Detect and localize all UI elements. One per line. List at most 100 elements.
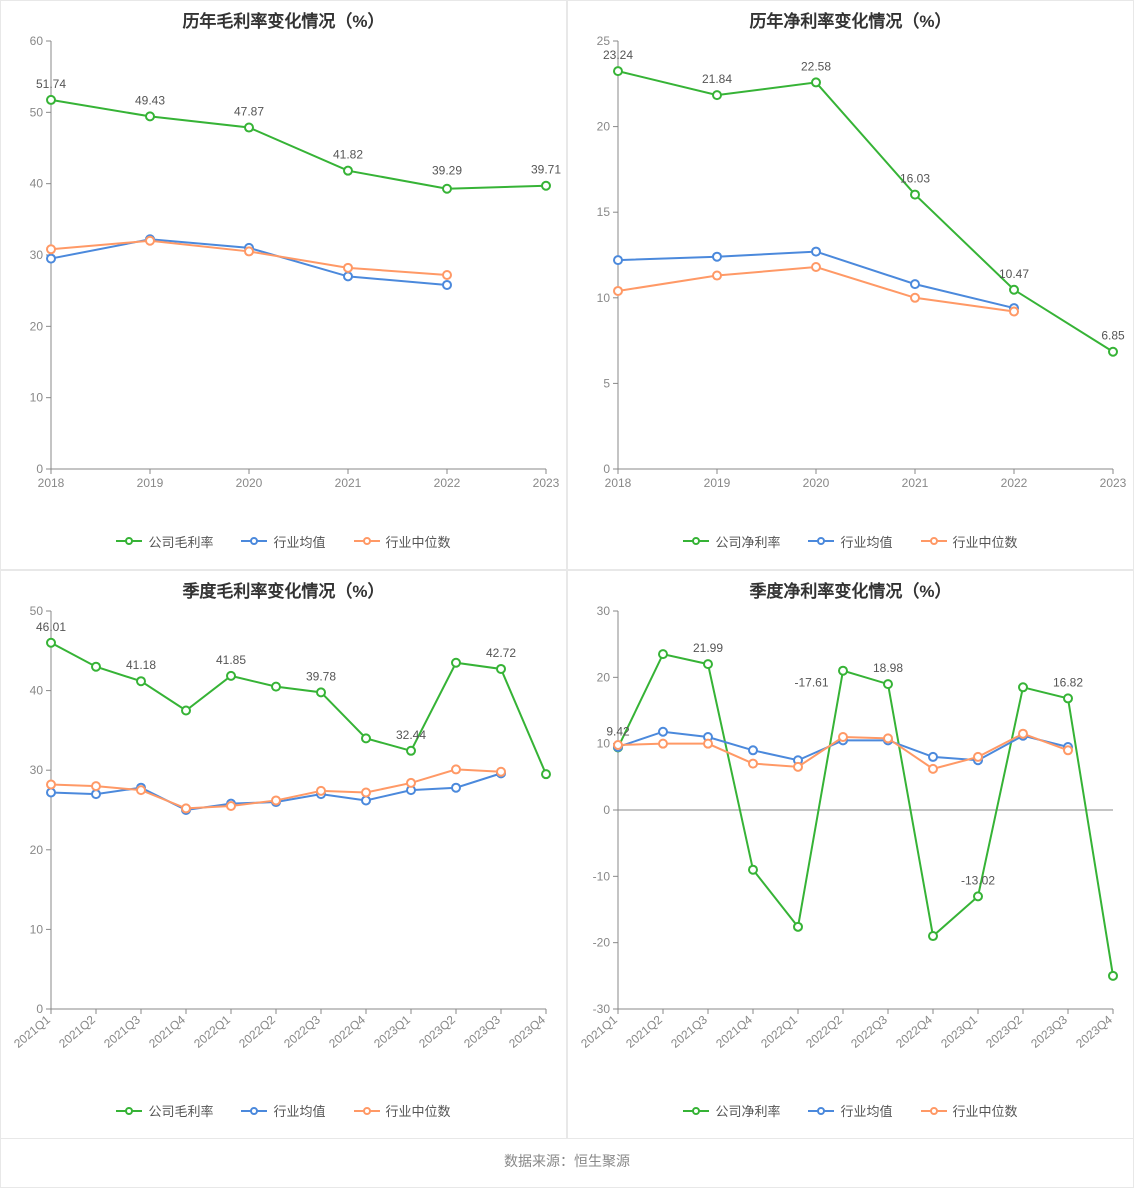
data-point[interactable]	[92, 782, 100, 790]
data-point[interactable]	[911, 280, 919, 288]
data-point[interactable]	[542, 182, 550, 190]
data-point[interactable]	[911, 294, 919, 302]
legend-item[interactable]: 行业均值	[241, 1101, 325, 1120]
data-point[interactable]	[614, 256, 622, 264]
data-point[interactable]	[812, 263, 820, 271]
value-label: 10.47	[999, 267, 1029, 281]
data-point[interactable]	[659, 739, 667, 747]
data-point[interactable]	[452, 783, 460, 791]
data-point[interactable]	[47, 245, 55, 253]
data-point[interactable]	[47, 780, 55, 788]
data-point[interactable]	[452, 765, 460, 773]
data-point[interactable]	[713, 253, 721, 261]
data-point[interactable]	[659, 727, 667, 735]
data-point[interactable]	[614, 67, 622, 75]
data-point[interactable]	[1064, 746, 1072, 754]
data-point[interactable]	[272, 682, 280, 690]
data-point[interactable]	[443, 271, 451, 279]
data-point[interactable]	[317, 786, 325, 794]
legend-item[interactable]: 行业中位数	[921, 532, 1018, 551]
data-point[interactable]	[245, 124, 253, 132]
data-point[interactable]	[713, 91, 721, 99]
data-point[interactable]	[911, 191, 919, 199]
legend-item[interactable]: 行业中位数	[921, 1101, 1018, 1120]
data-point[interactable]	[614, 287, 622, 295]
data-point[interactable]	[794, 762, 802, 770]
legend-item[interactable]: 行业均值	[241, 532, 325, 551]
data-point[interactable]	[182, 706, 190, 714]
data-point[interactable]	[344, 272, 352, 280]
data-point[interactable]	[794, 922, 802, 930]
data-point[interactable]	[227, 802, 235, 810]
data-point[interactable]	[92, 790, 100, 798]
data-point[interactable]	[713, 272, 721, 280]
data-point[interactable]	[839, 666, 847, 674]
data-point[interactable]	[362, 796, 370, 804]
svg-text:50: 50	[30, 604, 44, 618]
data-point[interactable]	[1109, 971, 1117, 979]
data-point[interactable]	[497, 664, 505, 672]
data-point[interactable]	[407, 746, 415, 754]
data-point[interactable]	[362, 734, 370, 742]
data-point[interactable]	[812, 248, 820, 256]
data-point[interactable]	[542, 770, 550, 778]
data-point[interactable]	[749, 865, 757, 873]
data-point[interactable]	[884, 680, 892, 688]
data-point[interactable]	[47, 255, 55, 263]
data-point[interactable]	[614, 740, 622, 748]
legend-item[interactable]: 公司净利率	[683, 1101, 780, 1120]
data-point[interactable]	[1010, 286, 1018, 294]
data-point[interactable]	[704, 739, 712, 747]
data-point[interactable]	[1010, 307, 1018, 315]
data-point[interactable]	[749, 746, 757, 754]
data-point[interactable]	[47, 788, 55, 796]
legend-item[interactable]: 行业均值	[808, 1101, 892, 1120]
data-point[interactable]	[974, 892, 982, 900]
data-point[interactable]	[272, 796, 280, 804]
data-point[interactable]	[659, 650, 667, 658]
data-point[interactable]	[443, 185, 451, 193]
data-point[interactable]	[47, 96, 55, 104]
data-point[interactable]	[929, 932, 937, 940]
data-point[interactable]	[182, 804, 190, 812]
data-point[interactable]	[1019, 729, 1027, 737]
data-point[interactable]	[245, 247, 253, 255]
data-point[interactable]	[92, 662, 100, 670]
data-point[interactable]	[344, 264, 352, 272]
data-point[interactable]	[839, 733, 847, 741]
data-point[interactable]	[929, 752, 937, 760]
data-point[interactable]	[974, 752, 982, 760]
legend-item[interactable]: 行业均值	[808, 532, 892, 551]
svg-text:-10: -10	[593, 869, 611, 883]
data-point[interactable]	[443, 281, 451, 289]
data-point[interactable]	[407, 778, 415, 786]
legend-item[interactable]: 行业中位数	[354, 532, 451, 551]
svg-text:2021Q3: 2021Q3	[101, 1012, 143, 1050]
data-point[interactable]	[317, 688, 325, 696]
svg-text:2022Q3: 2022Q3	[848, 1012, 890, 1050]
data-point[interactable]	[749, 759, 757, 767]
data-point[interactable]	[1064, 694, 1072, 702]
data-point[interactable]	[362, 788, 370, 796]
data-point[interactable]	[344, 167, 352, 175]
data-point[interactable]	[47, 638, 55, 646]
data-point[interactable]	[1109, 348, 1117, 356]
value-label: -17.61	[794, 675, 828, 689]
legend-item[interactable]: 公司净利率	[683, 532, 780, 551]
data-point[interactable]	[1019, 683, 1027, 691]
data-point[interactable]	[497, 767, 505, 775]
value-label: 16.82	[1053, 675, 1083, 689]
data-point[interactable]	[929, 764, 937, 772]
data-point[interactable]	[146, 112, 154, 120]
legend-item[interactable]: 公司毛利率	[116, 532, 213, 551]
data-point[interactable]	[137, 786, 145, 794]
legend-item[interactable]: 公司毛利率	[116, 1101, 213, 1120]
legend-item[interactable]: 行业中位数	[354, 1101, 451, 1120]
data-point[interactable]	[884, 734, 892, 742]
data-point[interactable]	[812, 78, 820, 86]
data-point[interactable]	[146, 237, 154, 245]
data-point[interactable]	[227, 671, 235, 679]
data-point[interactable]	[704, 660, 712, 668]
data-point[interactable]	[137, 677, 145, 685]
data-point[interactable]	[452, 658, 460, 666]
